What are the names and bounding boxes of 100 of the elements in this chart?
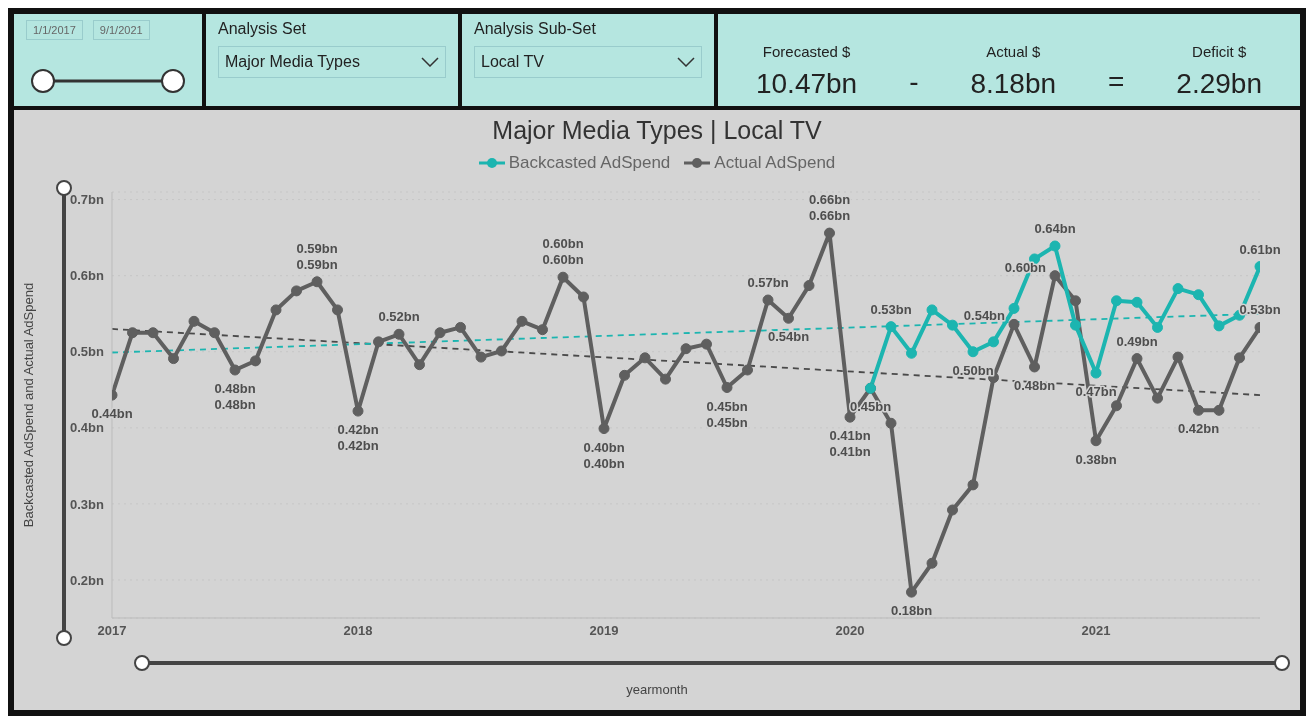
annotation: 0.38bn (1075, 451, 1117, 467)
annotation: 0.41bn (829, 444, 871, 460)
point (885, 417, 897, 429)
annotation: 0.42bn (1177, 421, 1220, 437)
annotation: 0.44bn (91, 406, 133, 422)
point (1090, 435, 1102, 447)
point (1131, 353, 1143, 365)
text: Analysis Set (218, 20, 308, 38)
point (1152, 392, 1163, 404)
y-tick-label: 0.4bn (70, 420, 105, 436)
annotation: 0.54bn (767, 329, 810, 345)
text: = (1108, 66, 1125, 98)
annotation: 0.54bn (963, 308, 1006, 324)
point (1008, 318, 1020, 330)
point (1111, 400, 1122, 412)
annotation: 0.53bn (870, 301, 912, 317)
point (742, 364, 753, 376)
point (270, 304, 282, 316)
text: 8.18bn (970, 68, 1057, 100)
point (188, 315, 200, 327)
point (147, 327, 159, 339)
point (947, 504, 958, 516)
annotation: 0.42bn (337, 422, 379, 438)
annotation: 0.60bn (542, 252, 584, 268)
point (1213, 404, 1225, 416)
point (373, 336, 384, 348)
x-tick-label: 2020 (835, 623, 865, 639)
point (291, 285, 302, 297)
legend-label: Actual AdSpend (713, 152, 836, 174)
point (496, 345, 507, 357)
annotation: 0.61bn (1239, 241, 1281, 257)
annotation: 0.41bn (829, 428, 871, 444)
point (332, 304, 343, 316)
point (1152, 321, 1163, 333)
annotation: 0.40bn (583, 439, 625, 455)
text: Deficit $ (1191, 43, 1248, 60)
x-tick-label: 2017 (97, 623, 127, 639)
point (906, 586, 917, 598)
annotation: 0.45bn (706, 398, 748, 414)
point (1234, 352, 1245, 364)
point (557, 271, 569, 283)
point (721, 382, 733, 393)
y-axis-title: Backcasted AdSpend and Actual AdSpend (20, 282, 36, 528)
annotation: 0.45bn (706, 414, 748, 430)
annotation: 0.50bn (952, 362, 994, 378)
x-tick-label: 2019 (589, 623, 619, 639)
point (311, 276, 323, 288)
point (1193, 289, 1204, 301)
annotation: 0.52bn (378, 309, 420, 325)
text: Forecasted $ (761, 43, 852, 60)
point (660, 373, 671, 385)
point (475, 351, 487, 363)
point (434, 327, 446, 339)
point (516, 315, 528, 327)
point (1070, 319, 1081, 331)
legend-label: Backcasted AdSpend (507, 152, 671, 174)
y-tick-label: 0.7bn (70, 192, 105, 208)
annotation: 0.48bn (1013, 377, 1056, 393)
point (701, 338, 712, 350)
y-tick-label: 0.5bn (70, 344, 105, 360)
x-axis-title: yearmonth (625, 682, 689, 697)
point (229, 364, 241, 376)
annotation: 0.42bn (337, 438, 379, 454)
point (926, 557, 938, 569)
point (1193, 404, 1204, 416)
point (1111, 295, 1122, 307)
point (844, 411, 856, 423)
point (393, 328, 405, 340)
point (1049, 270, 1061, 282)
y-tick-label: 0.3bn (70, 496, 105, 512)
annotation: 0.60bn (542, 236, 584, 252)
point (783, 312, 794, 324)
point (803, 280, 815, 292)
text: - (909, 66, 919, 98)
annotation: 0.48bn (214, 397, 256, 413)
annotation: 0.59bn (296, 256, 338, 272)
point (168, 353, 179, 365)
point (639, 352, 651, 364)
point (1029, 361, 1040, 373)
point (1172, 283, 1184, 295)
text: 9/1/2021 (92, 20, 150, 40)
point (1213, 320, 1225, 332)
point (1172, 351, 1184, 363)
annotation: 0.66bn (808, 192, 851, 208)
point (824, 227, 835, 239)
point (455, 321, 466, 333)
annotation: 0.64bn (1034, 221, 1076, 237)
point (578, 291, 589, 303)
x-tick-label: 2021 (1081, 623, 1111, 639)
chart-title: Major Media Types | Local TV (491, 115, 823, 146)
annotation: 0.49bn (1116, 333, 1158, 349)
text: Analysis Sub-Set (474, 20, 597, 38)
point (537, 324, 548, 336)
x-tick-label: 2018 (343, 623, 373, 639)
point (680, 343, 692, 355)
point (885, 321, 897, 333)
point (947, 319, 958, 331)
annotation: 0.18bn (890, 603, 933, 619)
point (250, 355, 261, 367)
text: Major Media Types (225, 53, 360, 71)
